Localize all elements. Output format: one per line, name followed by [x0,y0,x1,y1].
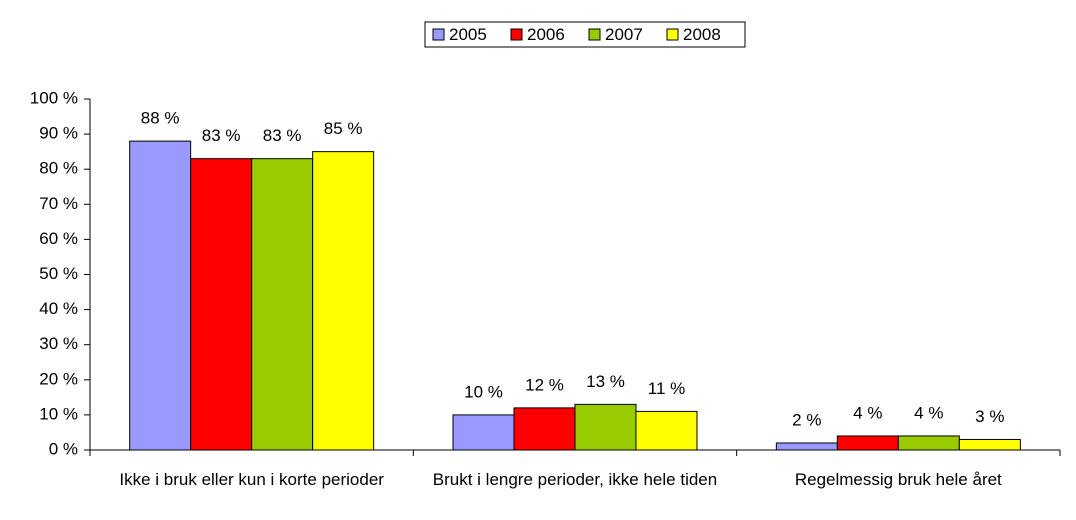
y-tick-label: 100 % [30,88,78,107]
data-label: 13 % [586,372,625,391]
x-tick-label: Regelmessig bruk hele året [794,470,1002,489]
y-tick-label: 50 % [39,264,78,283]
bar [574,403,637,451]
legend-swatch [588,28,601,41]
legend-swatch [510,28,523,41]
x-tick-label: Brukt i lengre perioder, ikke hele tiden [432,470,718,489]
data-label: 4 % [853,403,882,422]
data-label: 10 % [464,382,503,401]
bar [897,435,960,451]
y-tick-label: 10 % [39,404,78,423]
bar [452,414,515,451]
data-label: 85 % [324,119,363,138]
bar [129,140,192,451]
data-label: 88 % [141,109,180,128]
y-tick-label: 0 % [49,439,78,458]
legend-box [424,21,746,48]
legend-label: 2008 [683,25,721,44]
x-tick-label: Ikke i bruk eller kun i korte perioder [119,470,384,489]
legend-label: 2007 [605,25,643,44]
bar [635,410,698,451]
data-label: 83 % [202,126,241,145]
bar [190,158,253,451]
legend-label: 2006 [527,25,565,44]
y-tick-label: 60 % [39,229,78,248]
data-label: 83 % [263,126,302,145]
bar [836,435,899,451]
y-tick-label: 40 % [39,299,78,318]
data-label: 3 % [975,407,1004,426]
legend-swatch [666,28,679,41]
data-label: 11 % [648,379,686,398]
data-label: 4 % [914,403,943,422]
legend-label: 2005 [449,25,487,44]
bar [513,407,576,451]
bar [775,442,838,451]
y-tick-label: 90 % [39,124,78,143]
bar [312,151,375,451]
data-label: 12 % [525,375,564,394]
y-tick-label: 30 % [39,334,78,353]
y-tick-label: 20 % [39,369,78,388]
y-tick-label: 70 % [39,194,78,213]
data-label: 2 % [792,410,821,429]
bar [251,158,314,451]
y-tick-label: 80 % [39,159,78,178]
legend-swatch [432,28,445,41]
bar [958,438,1021,451]
